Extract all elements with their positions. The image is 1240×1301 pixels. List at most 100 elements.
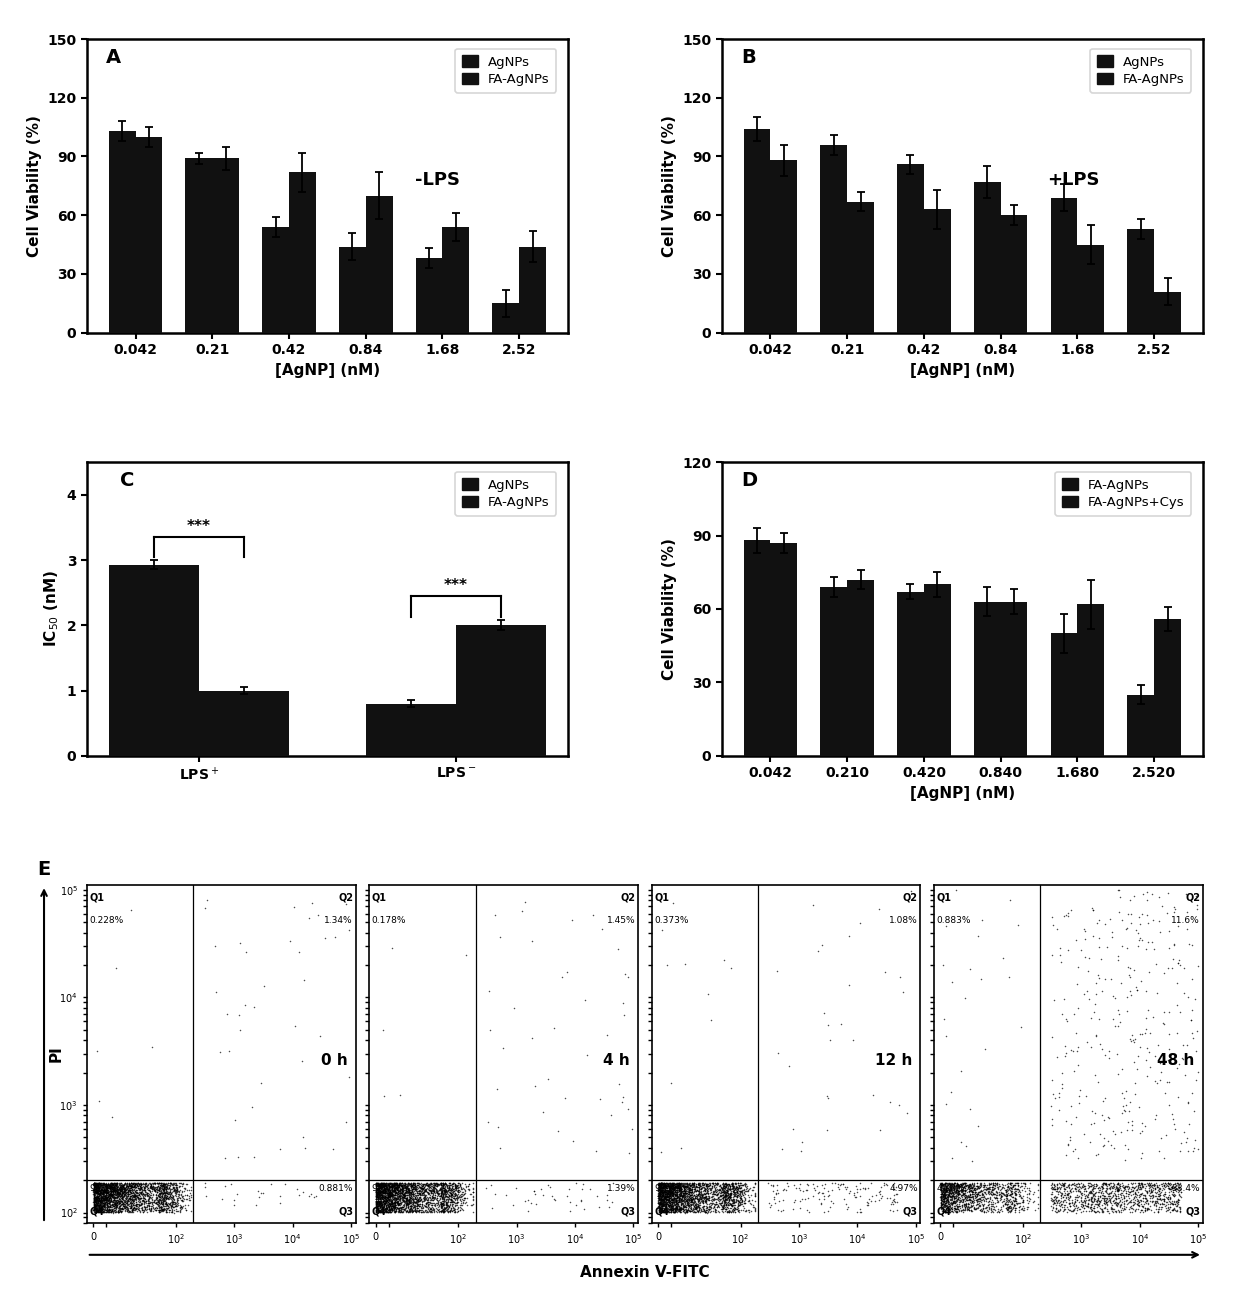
Point <box>382 1193 402 1214</box>
Point <box>656 1175 676 1196</box>
Point <box>1073 1196 1092 1216</box>
Point <box>960 1187 980 1207</box>
Point <box>699 1201 719 1222</box>
Point <box>1078 1187 1097 1207</box>
Point <box>1001 1185 1021 1206</box>
Point <box>393 1180 413 1201</box>
Point <box>733 1200 753 1220</box>
Point <box>378 1180 398 1201</box>
Point <box>399 1174 419 1194</box>
Point <box>89 1181 109 1202</box>
Point <box>949 1176 968 1197</box>
Point <box>1110 1194 1130 1215</box>
Point <box>388 1175 408 1196</box>
Point <box>88 1175 108 1196</box>
Point <box>105 1175 125 1196</box>
Point <box>723 1181 743 1202</box>
Text: 48 h: 48 h <box>1157 1054 1194 1068</box>
Point <box>384 1184 404 1205</box>
Point <box>414 1181 434 1202</box>
Point <box>677 1202 697 1223</box>
Point <box>368 1192 388 1213</box>
Point <box>115 1189 135 1210</box>
Point <box>968 1196 988 1216</box>
Point <box>141 1176 161 1197</box>
Point <box>957 1189 977 1210</box>
Point <box>1115 1179 1135 1200</box>
Point <box>961 1201 981 1222</box>
Point <box>706 1193 725 1214</box>
Point <box>1089 967 1109 987</box>
Point <box>403 1188 423 1209</box>
Point <box>430 1201 450 1222</box>
Point <box>687 1197 707 1218</box>
Point <box>143 1192 162 1213</box>
Point <box>370 1192 389 1213</box>
Point <box>427 1175 446 1196</box>
Point <box>656 1175 676 1196</box>
Point <box>144 1179 164 1200</box>
Point <box>661 1176 681 1197</box>
Point <box>1159 1188 1179 1209</box>
Point <box>373 1198 393 1219</box>
Point <box>449 1176 469 1197</box>
Point <box>98 1183 118 1203</box>
Point <box>107 1181 126 1202</box>
Point <box>939 1179 959 1200</box>
Point <box>381 1187 401 1207</box>
Point <box>394 1184 414 1205</box>
Point <box>1018 1192 1038 1213</box>
Point <box>1087 1189 1107 1210</box>
Point <box>1081 1036 1101 1056</box>
Point <box>1059 1200 1079 1220</box>
Point <box>92 1201 112 1222</box>
Point <box>84 1197 104 1218</box>
Point <box>709 1187 729 1207</box>
Point <box>388 1180 408 1201</box>
Point <box>667 1196 687 1216</box>
Point <box>713 1189 733 1210</box>
Point <box>366 1181 386 1202</box>
Point <box>118 1197 138 1218</box>
Point <box>379 1194 399 1215</box>
Point <box>663 1174 683 1194</box>
Point <box>102 1190 122 1211</box>
Point <box>418 1176 438 1197</box>
Point <box>393 1201 413 1222</box>
Point <box>663 1190 683 1211</box>
Point <box>1068 1200 1087 1220</box>
Point <box>658 1187 678 1207</box>
Point <box>93 1193 113 1214</box>
Point <box>681 1188 701 1209</box>
Point <box>959 1198 978 1219</box>
Point <box>1058 1175 1078 1196</box>
Point <box>1097 1188 1117 1209</box>
Point <box>367 1185 387 1206</box>
Point <box>388 1181 408 1202</box>
Point <box>100 1180 120 1201</box>
Point <box>658 1181 678 1202</box>
Point <box>662 1196 682 1216</box>
Point <box>423 1180 443 1201</box>
Point <box>461 1196 481 1216</box>
Point <box>388 1200 408 1220</box>
Point <box>388 1200 408 1220</box>
Point <box>676 1183 696 1203</box>
Point <box>723 1174 743 1194</box>
Point <box>1070 1198 1090 1219</box>
Point <box>392 1172 412 1193</box>
Point <box>687 1180 707 1201</box>
Point <box>651 1198 671 1219</box>
Point <box>384 1200 404 1220</box>
Point <box>148 1181 167 1202</box>
Point <box>84 1175 104 1196</box>
Point <box>104 1174 124 1194</box>
Point <box>960 1174 980 1194</box>
Point <box>1142 909 1162 930</box>
Point <box>653 1194 673 1215</box>
Point <box>405 1197 425 1218</box>
Point <box>675 1187 694 1207</box>
Point <box>655 1174 675 1194</box>
Point <box>159 1183 179 1203</box>
Point <box>368 1187 388 1207</box>
